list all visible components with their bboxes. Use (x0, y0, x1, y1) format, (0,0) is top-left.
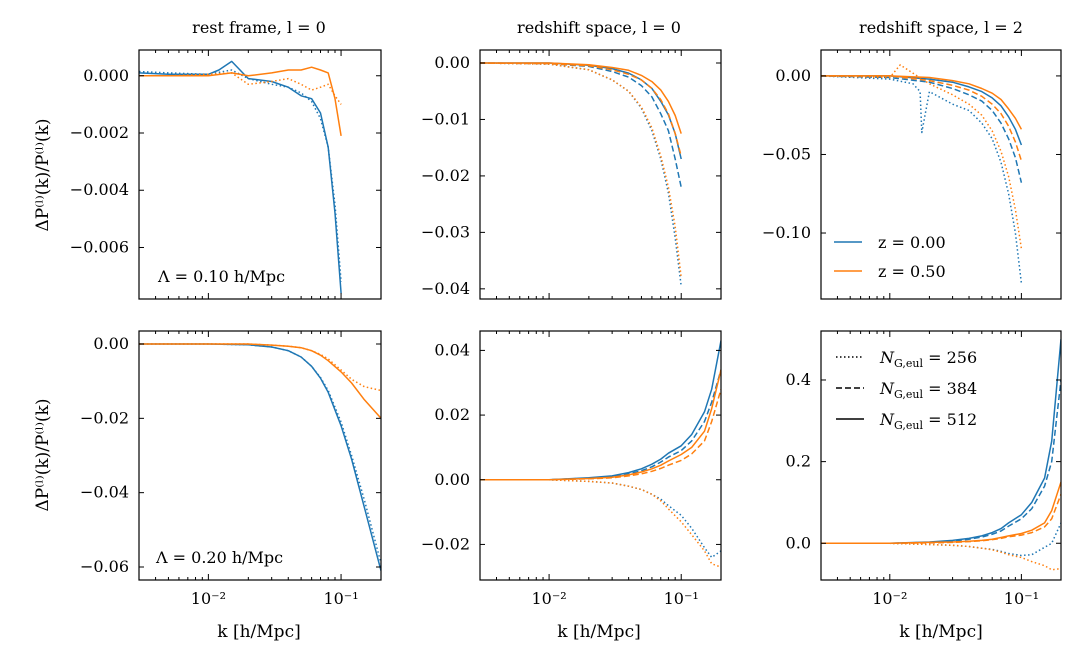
series-group (480, 62, 682, 287)
y-tick-label: −0.04 (421, 279, 470, 298)
plot-frame (820, 330, 1062, 581)
series-line-z-0-50-n-384 (480, 388, 721, 481)
series-line-z-0-00-n-256 (480, 62, 682, 287)
ylabel-top: ΔP⁽ˡ⁾(k)/P⁽ˡ⁾(k) (33, 119, 53, 232)
legend-label-n384: NG,eul = 384 (879, 379, 977, 401)
series-line-z-0-50-n-512 (139, 66, 342, 137)
x-tick-label: 10⁻¹ (323, 589, 358, 608)
y-tick-label: 0.00 (93, 334, 129, 353)
series-line-z-0-00-n-512 (139, 60, 342, 294)
series-line-z-0-00-n-256 (480, 479, 721, 559)
series-line-z-0-50-n-256 (821, 542, 1061, 571)
y-tick-label: −0.02 (421, 166, 470, 185)
series-group (139, 343, 381, 571)
y-tick-label: 0.0 (786, 533, 811, 552)
y-tick-label: 0.4 (786, 370, 811, 389)
y-tick-label: 0.00 (775, 66, 811, 85)
panel-redshift-l2-bottom: 0.4 0.2 0.0 10⁻² 10⁻¹ (786, 330, 1062, 608)
series-line-z-0-50-n-512 (821, 75, 1023, 130)
x-tick-label: 10⁻² (191, 589, 226, 608)
panel-rest-frame-l0-lambda010: 0.000 −0.002 −0.004 −0.006 (70, 49, 382, 300)
y-tick-label: −0.05 (762, 144, 811, 163)
y-tick-label: 0.00 (434, 470, 470, 489)
series-line-z-0-50-n-384 (821, 75, 1023, 162)
legend-label-n256: NG,eul = 256 (879, 348, 977, 370)
series-line-z-0-00-n-384 (821, 379, 1061, 545)
y-tick-label: −0.02 (421, 534, 470, 553)
title-rest-frame-l0: rest frame, l = 0 (192, 18, 326, 37)
series-line-z-0-50-n-384 (821, 494, 1061, 545)
series-group (139, 60, 342, 294)
panel-redshift-l2-top: 0.00 −0.05 −0.10 (762, 49, 1062, 300)
series-line-z-0-00-n-256 (821, 75, 1023, 284)
title-redshift-l0: redshift space, l = 0 (517, 18, 681, 37)
ylabel-bottom: ΔP⁽ˡ⁾(k)/P⁽ˡ⁾(k) (33, 399, 53, 512)
series-line-z-0-50-n-256 (139, 72, 342, 105)
series-line-z-0-50-n-512 (139, 343, 381, 419)
series-group (821, 339, 1061, 571)
plot-frame (138, 49, 382, 300)
annotation-lambda-010: Λ = 0.10 h/Mpc (157, 267, 285, 286)
series-line-z-0-00-n-384 (480, 369, 721, 481)
series-line-z-0-50-n-512 (480, 62, 682, 134)
plot-frame (479, 330, 722, 581)
series-line-z-0-50-n-256 (480, 479, 721, 568)
y-tick-label: −0.04 (80, 483, 129, 502)
legend-label-n512: NG,eul = 512 (879, 410, 977, 432)
series-line-z-0-50-n-512 (480, 369, 721, 481)
series-line-z-0-50-n-256 (821, 64, 1023, 249)
series-line-z-0-00-n-512 (139, 343, 381, 571)
y-tick-label: 0.000 (83, 66, 129, 85)
y-tick-label: −0.004 (70, 180, 129, 199)
series-line-z-0-00-n-512 (821, 339, 1061, 545)
y-tick-label: 0.04 (434, 340, 470, 359)
x-tick-label: 10⁻¹ (664, 589, 699, 608)
annotation-lambda-020: Λ = 0.20 h/Mpc (155, 548, 283, 567)
legend-grid-resolution: NG,eul = 256 NG,eul = 384 NG,eul = 512 (836, 348, 977, 432)
x-tick-label: 10⁻² (531, 589, 566, 608)
series-line-z-0-00-n-256 (821, 522, 1061, 557)
series-line-z-0-00-n-512 (821, 75, 1023, 146)
y-tick-label: 0.2 (786, 452, 811, 471)
plot-frame (138, 330, 382, 581)
series-group (480, 340, 721, 568)
xlabel-col1: k [h/Mpc] (217, 622, 300, 642)
series-line-z-0-00-n-512 (480, 340, 721, 481)
y-tick-label: −0.03 (421, 222, 470, 241)
series-line-z-0-00-n-384 (821, 75, 1023, 183)
y-tick-label: 0.02 (434, 405, 470, 424)
panel-redshift-l0-top: 0.00 −0.01 −0.02 −0.03 −0.04 (421, 49, 722, 300)
y-tick-label: 0.00 (434, 53, 470, 72)
series-line-z-0-50-n-384 (480, 62, 682, 157)
panel-redshift-l0-bottom: 0.04 0.02 0.00 −0.02 10⁻² 10⁻¹ (421, 330, 722, 608)
series-line-z-0-50-n-256 (139, 343, 381, 392)
x-tick-label: 10⁻² (872, 589, 907, 608)
panel-rest-frame-l0-lambda020: 0.00 −0.02 −0.04 −0.06 10⁻² 10⁻¹ (80, 330, 382, 608)
y-tick-label: −0.002 (70, 123, 129, 142)
series-line-z-0-00-n-256 (139, 69, 342, 282)
plot-frame (820, 49, 1062, 300)
plot-frame (479, 49, 722, 300)
y-tick-label: −0.01 (421, 109, 470, 128)
x-tick-label: 10⁻¹ (1004, 589, 1039, 608)
series-line-z-0-50-n-256 (480, 62, 682, 278)
series-line-z-0-00-n-256 (139, 343, 381, 564)
y-tick-label: −0.10 (762, 223, 811, 242)
title-redshift-l2: redshift space, l = 2 (859, 18, 1023, 37)
series-line-z-0-00-n-512 (480, 62, 682, 160)
xlabel-col3: k [h/Mpc] (899, 622, 982, 642)
legend-redshift: z = 0.00 z = 0.50 (834, 233, 946, 281)
legend-label-z050: z = 0.50 (878, 262, 946, 281)
legend-label-z000: z = 0.00 (878, 233, 946, 252)
xlabel-col2: k [h/Mpc] (557, 622, 640, 642)
series-line-z-0-50-n-512 (821, 481, 1061, 545)
series-group (821, 64, 1023, 284)
y-tick-label: −0.006 (70, 237, 129, 256)
y-tick-label: −0.02 (80, 408, 129, 427)
y-tick-label: −0.06 (80, 557, 129, 576)
